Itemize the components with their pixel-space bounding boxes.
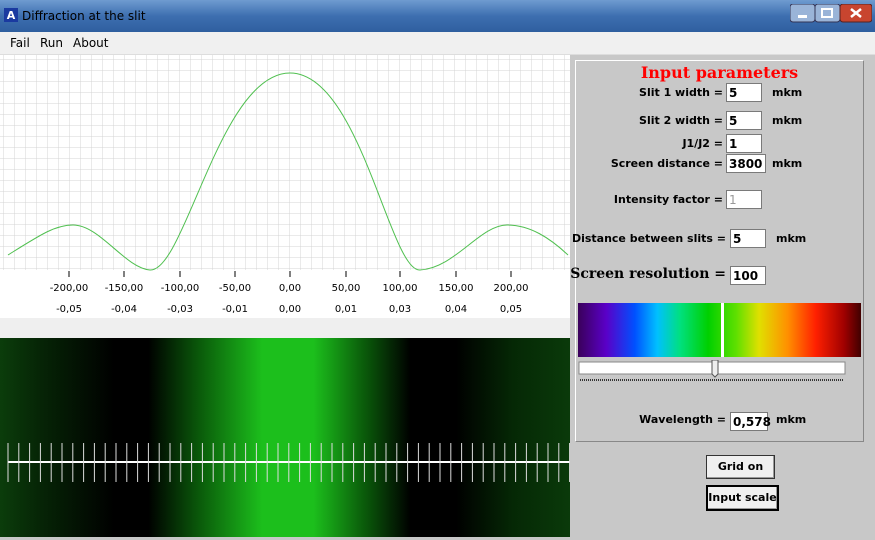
x-label: 150,00 [439, 283, 474, 294]
field-label: Screen distance = [611, 157, 723, 170]
diffraction-screen [0, 338, 570, 537]
svg-text:A: A [7, 9, 16, 22]
field-unit: mkm [772, 157, 802, 170]
x2-label: 0,04 [445, 304, 467, 315]
field-input[interactable]: 3800 [726, 154, 766, 173]
x-label: 0,00 [279, 283, 301, 294]
field-input[interactable]: 5 [726, 111, 762, 130]
title-bar: A Diffraction at the slit [0, 0, 875, 32]
field-input[interactable]: 100 [730, 266, 766, 285]
x2-label: 0,05 [500, 304, 522, 315]
app-icon: A [4, 8, 18, 22]
button[interactable]: Grid on [706, 455, 775, 479]
field-label: Slit 1 width = [639, 86, 723, 99]
grid [0, 55, 570, 270]
x2-label: 0,03 [389, 304, 411, 315]
field-input[interactable]: 5 [726, 83, 762, 102]
field-label: Wavelength = [639, 413, 726, 426]
x2-label: -0,01 [222, 304, 248, 315]
field-label: Screen resolution = [570, 266, 726, 282]
x-label: 100,00 [383, 283, 418, 294]
wavelength-marker [721, 303, 724, 357]
x-label: -100,00 [161, 283, 200, 294]
x-label: 50,00 [332, 283, 361, 294]
menu-bar: Fail Run About [0, 32, 875, 55]
button[interactable]: Input scale [706, 485, 779, 511]
x2-label: -0,04 [111, 304, 137, 315]
x-label: -50,00 [219, 283, 251, 294]
page: {"window": {"title": "Diffraction at the… [0, 0, 875, 537]
x2-label: -0,03 [167, 304, 193, 315]
menu-item[interactable]: About [73, 36, 108, 50]
menu-item[interactable]: Fail [10, 36, 30, 50]
x-label: -150,00 [105, 283, 144, 294]
field-label: Distance between slits = [572, 232, 726, 245]
window-controls[interactable] [790, 4, 872, 24]
field-label: Slit 2 width = [639, 114, 723, 127]
screen-scale [0, 338, 570, 537]
x2-label: 0,00 [279, 304, 301, 315]
window-title: Diffraction at the slit [22, 9, 146, 23]
intensity-graph: -200,00 -150,00 -100,00 -50,00 0,00 50,00 100,… [0, 55, 570, 318]
x-label: -200,00 [50, 283, 89, 294]
field-input[interactable]: 5 [730, 229, 766, 248]
field-unit: mkm [776, 413, 806, 426]
field-input: 1 [726, 190, 762, 209]
field-label: Intensity factor = [614, 193, 723, 206]
field-input[interactable]: 0,578 [730, 412, 768, 431]
x2-label: 0,01 [335, 304, 357, 315]
field-unit: mkm [772, 86, 802, 99]
field-unit: mkm [776, 232, 806, 245]
field-unit: mkm [772, 114, 802, 127]
window: A Diffraction at the slit Fail Run About -… [0, 0, 875, 537]
field-input[interactable]: 1 [726, 134, 762, 153]
spectrum-bar [578, 303, 861, 357]
field-label: J1/J2 = [682, 137, 723, 150]
x2-label: -0,05 [56, 304, 82, 315]
separator [0, 318, 570, 338]
wavelength-slider[interactable] [578, 360, 848, 384]
x-label: 200,00 [494, 283, 529, 294]
menu-item[interactable]: Run [40, 36, 63, 50]
panel-title: Input parameters [575, 63, 864, 82]
